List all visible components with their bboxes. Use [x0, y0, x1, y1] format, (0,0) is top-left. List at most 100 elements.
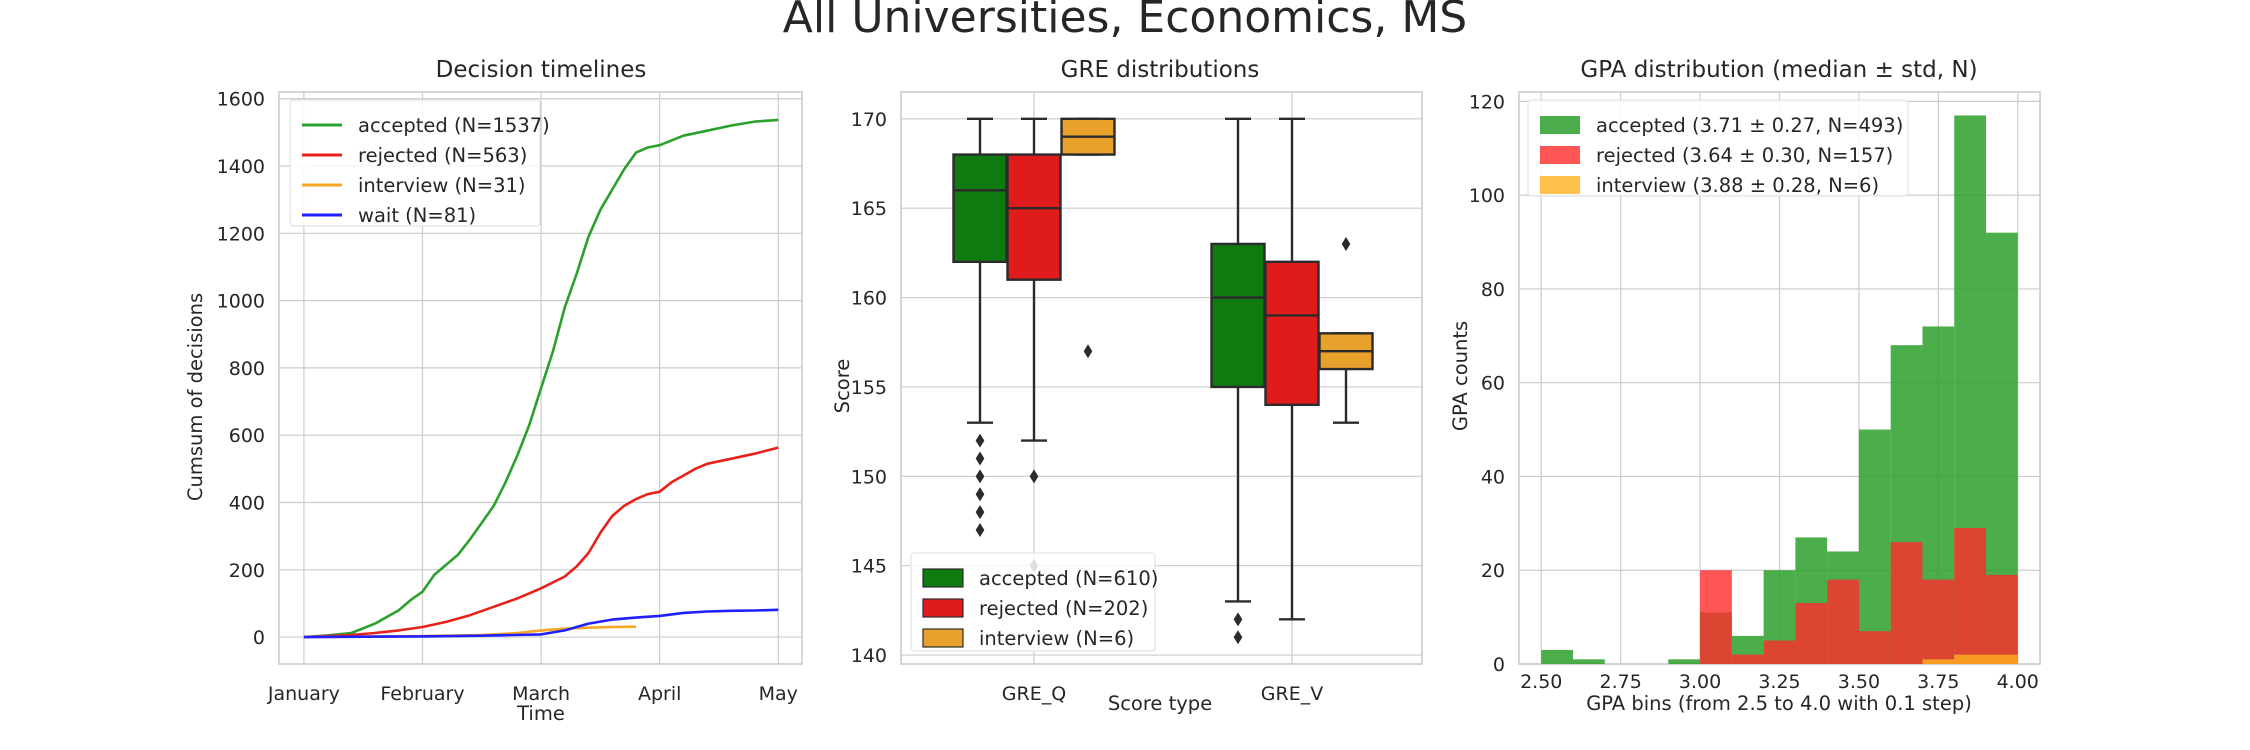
- gre-distributions-title: GRE distributions: [1061, 57, 1260, 83]
- outlier-marker: [1029, 469, 1039, 484]
- gre-legend-label: interview (N=6): [979, 627, 1134, 650]
- y-tick-label: 1400: [217, 156, 265, 178]
- gpa-distribution-title: GPA distribution (median ± std, N): [1580, 57, 1977, 83]
- y-tick-label: 20: [1481, 560, 1505, 582]
- gpa-legend-swatch: [1540, 146, 1580, 164]
- y-tick-label: 100: [1469, 185, 1505, 207]
- outlier-marker: [1233, 630, 1243, 645]
- x-tick-label: April: [638, 683, 681, 705]
- x-tick-label: 3.25: [1758, 671, 1800, 693]
- gpa-legend-label: interview (3.88 ± 0.28, N=6): [1596, 174, 1879, 197]
- y-tick-label: 800: [229, 358, 265, 380]
- outlier-marker: [975, 505, 985, 520]
- decision-timelines-ylabel: Cumsum of decisions: [184, 293, 207, 501]
- gre-legend-swatch: [922, 598, 964, 618]
- histogram-bar: [1890, 542, 1923, 664]
- x-tick-label: 3.00: [1679, 671, 1721, 693]
- decision-timelines-xlabel: Time: [516, 702, 565, 725]
- x-tick-label: March: [512, 683, 570, 705]
- gre-legend-swatch: [922, 628, 964, 648]
- outlier-marker: [975, 522, 985, 537]
- y-tick-label: 140: [851, 645, 887, 667]
- y-tick-label: 165: [851, 198, 887, 220]
- gre-legend-label: accepted (N=610): [979, 567, 1158, 590]
- gre-legend-label: rejected (N=202): [979, 597, 1148, 620]
- box: [1210, 242, 1266, 389]
- y-tick-label: 150: [851, 466, 887, 488]
- y-tick-label: 170: [851, 109, 887, 131]
- gre-distributions-ylabel: Score: [831, 359, 854, 414]
- histogram-bar: [1763, 640, 1796, 664]
- gpa-distribution-ylabel: GPA counts: [1449, 321, 1472, 431]
- histogram-bar: [1985, 574, 2018, 664]
- gpa-legend: [1527, 99, 1909, 197]
- histogram-bar: [1700, 570, 1732, 664]
- timeline-legend-label: interview (N=31): [358, 174, 526, 197]
- histogram-bar: [1985, 654, 2018, 664]
- gre-legend: [910, 552, 1156, 652]
- histogram-bar: [1954, 654, 1986, 664]
- series-line: [303, 446, 779, 639]
- histogram-bar: [1922, 579, 1955, 664]
- y-tick-label: 0: [253, 627, 265, 649]
- y-tick-label: 145: [851, 556, 887, 578]
- y-tick-label: 160: [851, 288, 887, 310]
- gre-distributions-panel: GRE distributions Score type Score 140 14…: [831, 57, 1423, 715]
- gpa-distribution-panel: GPA distribution (median ± std, N) GPA b…: [1449, 57, 2041, 715]
- y-tick-label: 40: [1481, 466, 1505, 488]
- y-tick-label: 1000: [217, 291, 265, 313]
- y-tick-label: 400: [229, 492, 265, 514]
- x-tick-label: January: [267, 683, 340, 705]
- x-tick-label: 2.75: [1600, 671, 1642, 693]
- series-line: [303, 608, 779, 639]
- x-tick-label: 3.75: [1917, 671, 1959, 693]
- x-tick-label: 4.00: [1997, 671, 2039, 693]
- histogram-bar: [1827, 579, 1859, 664]
- y-tick-label: 80: [1481, 279, 1505, 301]
- timeline-legend-label: wait (N=81): [358, 204, 476, 227]
- histogram-bar: [1573, 659, 1605, 664]
- histogram-bar: [1541, 649, 1574, 664]
- y-tick-label: 1600: [217, 89, 265, 111]
- y-tick-label: 120: [1469, 91, 1505, 113]
- outlier-marker: [975, 433, 985, 448]
- histogram-bar: [1668, 659, 1701, 664]
- box: [1264, 260, 1320, 407]
- y-tick-label: 600: [229, 425, 265, 447]
- gre-distributions-xlabel: Score type: [1108, 692, 1212, 715]
- y-tick-label: 0: [1493, 654, 1505, 676]
- gre-legend-swatch: [922, 568, 964, 588]
- histogram-bar: [1858, 429, 1891, 664]
- timeline-legend-label: accepted (N=1537): [358, 114, 550, 137]
- outlier-marker: [975, 487, 985, 502]
- y-tick-label: 1200: [217, 223, 265, 245]
- histogram-bar: [1922, 659, 1955, 664]
- gpa-legend-swatch: [1540, 116, 1580, 134]
- decision-timelines-title: Decision timelines: [436, 57, 647, 83]
- outlier-marker: [1083, 344, 1093, 359]
- outlier-marker: [1341, 236, 1351, 251]
- gpa-legend-label: rejected (3.64 ± 0.30, N=157): [1596, 144, 1893, 167]
- histogram-bar: [1858, 631, 1891, 664]
- y-tick-label: 200: [229, 560, 265, 582]
- box: [1006, 153, 1062, 281]
- outlier-marker: [1233, 612, 1243, 627]
- x-tick-label: May: [759, 683, 798, 705]
- x-tick-label: 3.50: [1838, 671, 1880, 693]
- y-tick-label: 155: [851, 377, 887, 399]
- histogram-bar: [1731, 654, 1764, 664]
- x-tick-label: 2.50: [1520, 671, 1562, 693]
- gpa-distribution-xlabel: GPA bins (from 2.5 to 4.0 with 0.1 step): [1586, 692, 1972, 715]
- figure-title: All Universities, Economics, MS: [783, 0, 1467, 43]
- plot-frame: [900, 91, 1423, 665]
- box: [952, 153, 1008, 264]
- x-tick-label: GRE_V: [1261, 683, 1323, 705]
- outlier-marker: [975, 469, 985, 484]
- histogram-bar: [1795, 603, 1828, 664]
- decision-timelines-panel: Decision timelines Time Cumsum of decisi…: [184, 57, 803, 725]
- histogram-bar: [1954, 528, 1986, 664]
- x-tick-label: GRE_Q: [1002, 683, 1066, 705]
- plot-frame: [278, 91, 803, 665]
- gpa-legend-swatch: [1540, 176, 1580, 194]
